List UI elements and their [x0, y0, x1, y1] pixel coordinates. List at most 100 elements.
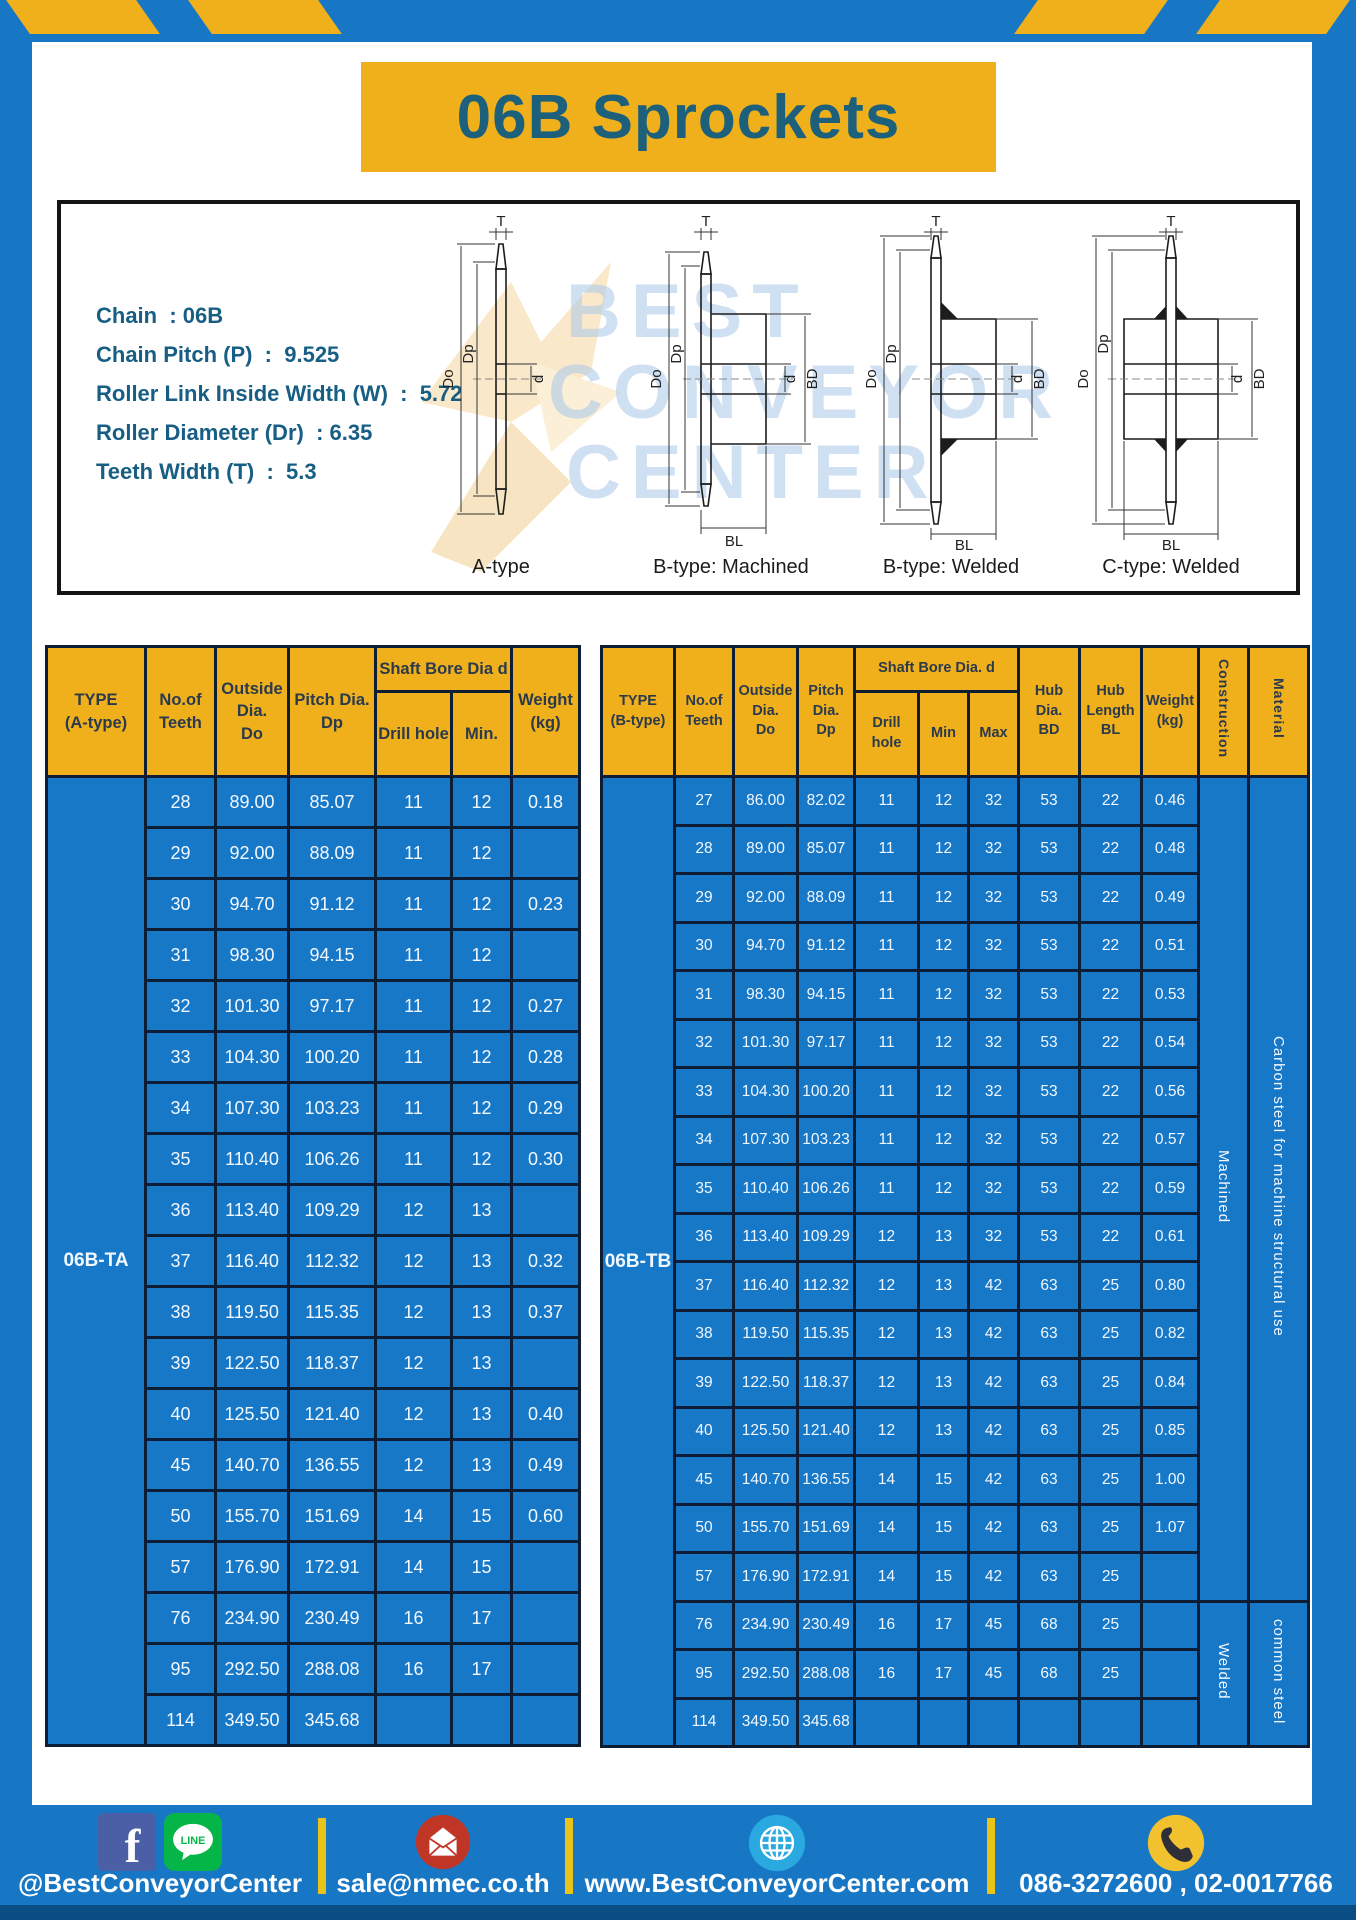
data-cell: 22 [1078, 872, 1144, 924]
data-cell: 31 [673, 969, 735, 1021]
data-cell: 11 [853, 872, 920, 924]
data-cell: 36 [673, 1211, 735, 1263]
data-cell: 1.00 [1140, 1454, 1201, 1506]
data-cell: 107.30 [732, 1114, 799, 1166]
data-cell: 114 [144, 1693, 217, 1747]
data-cell: 0.84 [1140, 1357, 1201, 1409]
footer-website: www.BestConveyorCenter.com [584, 1868, 970, 1898]
data-cell: 0.82 [1140, 1308, 1201, 1360]
figure-b-type-welded: T Do Dp d BD BL [841, 214, 1061, 589]
table-row: 35 110.40 106.26 11 12 32 53 22 0.59 [602, 1163, 1309, 1215]
diagram-panel: BEST CONVEYOR CENTER Chain : 06B Chain P… [57, 200, 1300, 595]
top-right-stripe-1 [1014, 0, 1168, 34]
data-cell: 12 [449, 1132, 514, 1186]
data-cell: 11 [853, 969, 920, 1021]
data-cell: 11 [374, 826, 453, 880]
data-cell: 11 [374, 775, 453, 829]
data-cell: 63 [1017, 1308, 1082, 1360]
data-cell: 12 [374, 1234, 453, 1288]
col-header-min: Min. [449, 690, 514, 778]
data-cell: 25 [1078, 1405, 1144, 1457]
table-row: 114 349.50 345.68 [47, 1693, 582, 1747]
data-cell: 0.37 [510, 1285, 582, 1339]
table-row: 31 98.30 94.15 11 12 32 53 22 0.53 [602, 969, 1309, 1021]
data-cell: 91.12 [287, 877, 377, 931]
data-cell: 0.51 [1140, 920, 1201, 972]
data-cell: 22 [1078, 775, 1144, 827]
data-cell: 76 [673, 1599, 735, 1651]
watermark-line-1: BEST [566, 269, 809, 354]
data-cell: 0.57 [1140, 1114, 1201, 1166]
data-cell: 13 [449, 1285, 514, 1339]
data-cell: 25 [1078, 1648, 1144, 1700]
data-cell [510, 826, 582, 880]
col-header-pitch-dia: Pitch Dia. Dp [287, 645, 377, 778]
data-cell: 14 [374, 1489, 453, 1543]
svg-text:Dp: Dp [1095, 334, 1112, 353]
col-header-construction: Construction [1197, 645, 1251, 778]
table-row: 36 113.40 109.29 12 13 [47, 1183, 582, 1237]
data-cell: 92.00 [214, 826, 290, 880]
col-header-teeth: No.of Teeth [673, 645, 735, 778]
data-cell: 103.23 [287, 1081, 377, 1135]
data-cell: 119.50 [214, 1285, 290, 1339]
data-cell: 125.50 [732, 1405, 799, 1457]
data-cell: 0.85 [1140, 1405, 1201, 1457]
data-cell: 0.46 [1140, 775, 1201, 827]
data-cell: 36 [144, 1183, 217, 1237]
data-cell: 155.70 [732, 1502, 799, 1554]
data-cell [449, 1693, 514, 1747]
data-cell: 12 [853, 1405, 920, 1457]
data-cell: 42 [966, 1260, 1021, 1312]
data-cell: 68 [1017, 1648, 1082, 1700]
construction-cell: Machined [1197, 775, 1251, 1603]
data-cell: 17 [449, 1642, 514, 1696]
data-cell: 15 [917, 1502, 970, 1554]
table-row: 45 140.70 136.55 12 13 0.49 [47, 1438, 582, 1492]
data-cell: 28 [144, 775, 217, 829]
table-row: 06B-TB 27 86.00 82.02 11 12 32 53 22 0.46 Machined… [600, 775, 1311, 1748]
data-cell: 106.26 [287, 1132, 377, 1186]
col-header-outside-dia: Outside Dia. Do [732, 645, 799, 778]
data-cell: 12 [853, 1357, 920, 1409]
col-header-teeth: No.of Teeth [144, 645, 217, 778]
data-cell: 89.00 [214, 775, 290, 829]
material-cell: common steel [1247, 1599, 1311, 1748]
svg-text:Do: Do [440, 369, 457, 388]
b-type-welded-drawing: T Do Dp d BD BL [863, 214, 1048, 554]
data-cell: 25 [1078, 1308, 1144, 1360]
data-cell: 85.07 [287, 775, 377, 829]
table-row: 28 89.00 85.07 11 12 32 53 22 0.48 [602, 823, 1309, 875]
data-cell: 0.29 [510, 1081, 582, 1135]
data-cell: 17 [449, 1591, 514, 1645]
a-type-table: TYPE (A-type) No.of Teeth Outside Dia. D… [45, 645, 582, 1747]
data-cell: 12 [449, 877, 514, 931]
data-cell [853, 1696, 920, 1748]
col-header-drill-hole: Drill hole [853, 690, 920, 778]
footer-website-section: www.BestConveyorCenter.com [573, 1805, 981, 1905]
table-row: 114 349.50 345.68 [602, 1696, 1309, 1748]
data-cell: 118.37 [796, 1357, 856, 1409]
data-cell: 12 [853, 1211, 920, 1263]
table-row: 35 110.40 106.26 11 12 0.30 [47, 1132, 582, 1186]
col-header-drill-hole: Drill hole [374, 690, 453, 778]
data-cell: 112.32 [796, 1260, 856, 1312]
data-cell: 121.40 [796, 1405, 856, 1457]
data-cell: 13 [917, 1357, 970, 1409]
data-cell: 121.40 [287, 1387, 377, 1441]
data-cell: 11 [374, 1081, 453, 1135]
data-cell: 15 [449, 1489, 514, 1543]
col-header-type: TYPE (A-type) [45, 645, 147, 778]
data-cell: 98.30 [214, 928, 290, 982]
data-cell: 349.50 [214, 1693, 290, 1747]
data-cell: 12 [917, 920, 970, 972]
data-cell: 94.70 [732, 920, 799, 972]
spec-chain: Chain : 06B [96, 303, 224, 328]
data-cell: 12 [917, 775, 970, 827]
data-cell: 85.07 [796, 823, 856, 875]
data-cell: 15 [917, 1454, 970, 1506]
data-cell: 0.49 [510, 1438, 582, 1492]
data-cell: 88.09 [796, 872, 856, 924]
data-cell: 94.15 [796, 969, 856, 1021]
data-cell: 32 [966, 823, 1021, 875]
